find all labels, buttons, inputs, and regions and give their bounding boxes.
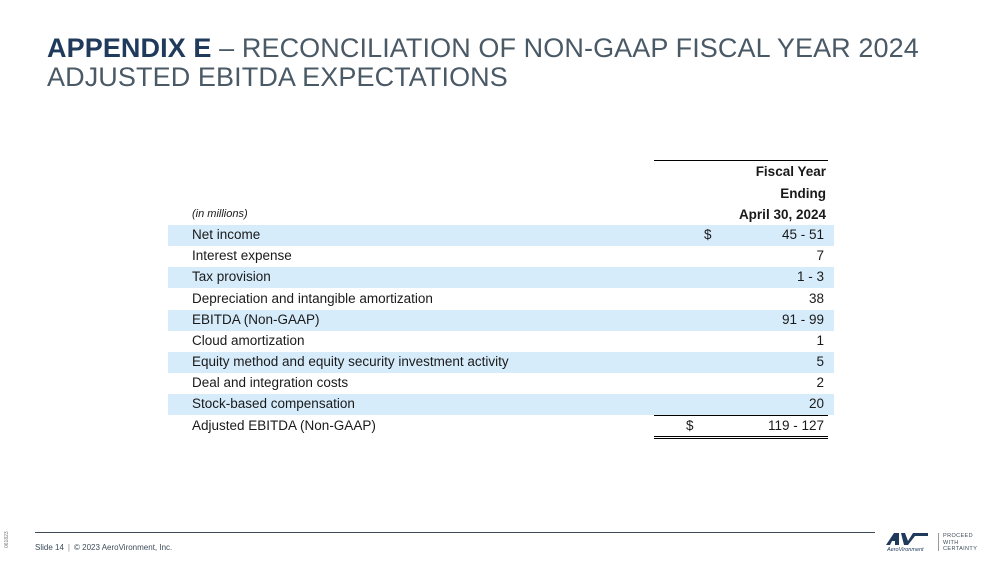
row-label: Deal and integration costs bbox=[192, 375, 349, 390]
row-label: Cloud amortization bbox=[192, 333, 305, 348]
logo-divider bbox=[938, 533, 939, 551]
row-label: Adjusted EBITDA (Non-GAAP) bbox=[192, 418, 376, 433]
table-row: EBITDA (Non-GAAP) 91 - 99 bbox=[168, 310, 834, 331]
header-ending: Ending bbox=[780, 186, 826, 201]
header-date: April 30, 2024 bbox=[738, 207, 826, 222]
table-row: Equity method and equity security invest… bbox=[168, 352, 834, 373]
row-value: 7 bbox=[816, 248, 824, 263]
row-value: 119 - 127 bbox=[767, 418, 824, 433]
slide-number: Slide 14 bbox=[35, 543, 64, 552]
row-label: Net income bbox=[192, 227, 261, 242]
row-value: 45 - 51 bbox=[781, 227, 824, 242]
tagline-line: CERTAINTY bbox=[943, 546, 978, 552]
row-value: 2 bbox=[816, 375, 824, 390]
tagline: PROCEED WITH CERTAINTY bbox=[943, 533, 977, 553]
row-label: Stock-based compensation bbox=[192, 396, 355, 411]
row-label: EBITDA (Non-GAAP) bbox=[192, 312, 320, 327]
total-rule bbox=[654, 415, 828, 416]
table-row: Net income $ 45 - 51 bbox=[168, 225, 834, 246]
title-rest: – RECONCILIATION OF NON-GAAP FISCAL YEAR… bbox=[47, 33, 919, 92]
table-row: Deal and integration costs 2 bbox=[168, 373, 834, 394]
row-label: Equity method and equity security invest… bbox=[192, 354, 509, 369]
row-value: 91 - 99 bbox=[781, 312, 824, 327]
row-label: Interest expense bbox=[192, 248, 292, 263]
footer-rule bbox=[35, 532, 875, 533]
total-double-rule bbox=[654, 436, 828, 439]
table-row: Interest expense 7 bbox=[168, 246, 834, 267]
footer-separator: | bbox=[67, 543, 70, 552]
row-value: 1 bbox=[816, 333, 824, 348]
logo-wordmark: AeroVironment bbox=[887, 547, 924, 553]
table-row: Adjusted EBITDA (Non-GAAP) $ 119 - 127 bbox=[168, 416, 834, 437]
table-row: Cloud amortization 1 bbox=[168, 331, 834, 352]
units-label: (in millions) bbox=[192, 208, 248, 220]
footer: Slide 14 | © 2023 AeroVironment, Inc. bbox=[35, 543, 172, 552]
aerovironment-logo-icon bbox=[886, 533, 928, 545]
title-bold: APPENDIX E bbox=[47, 33, 212, 63]
table-row: Depreciation and intangible amortization… bbox=[168, 289, 834, 310]
side-code: 061823 bbox=[4, 531, 10, 548]
row-value: 5 bbox=[816, 354, 824, 369]
header-top-rule bbox=[654, 160, 828, 161]
row-value: 38 bbox=[808, 291, 824, 306]
header-fiscal-year: Fiscal Year bbox=[755, 164, 826, 179]
row-label: Depreciation and intangible amortization bbox=[192, 291, 433, 306]
table-row: Stock-based compensation 20 bbox=[168, 394, 834, 415]
row-value: 1 - 3 bbox=[796, 269, 824, 284]
row-label: Tax provision bbox=[192, 269, 271, 284]
row-value: 20 bbox=[808, 396, 824, 411]
row-currency: $ bbox=[686, 418, 694, 433]
table-row: Tax provision 1 - 3 bbox=[168, 267, 834, 288]
slide-title: APPENDIX E – RECONCILIATION OF NON-GAAP … bbox=[47, 34, 977, 92]
copyright: © 2023 AeroVironment, Inc. bbox=[74, 543, 173, 552]
row-currency: $ bbox=[704, 227, 712, 242]
tagline-line: WITH bbox=[943, 539, 959, 546]
tagline-line: PROCEED bbox=[943, 533, 973, 539]
